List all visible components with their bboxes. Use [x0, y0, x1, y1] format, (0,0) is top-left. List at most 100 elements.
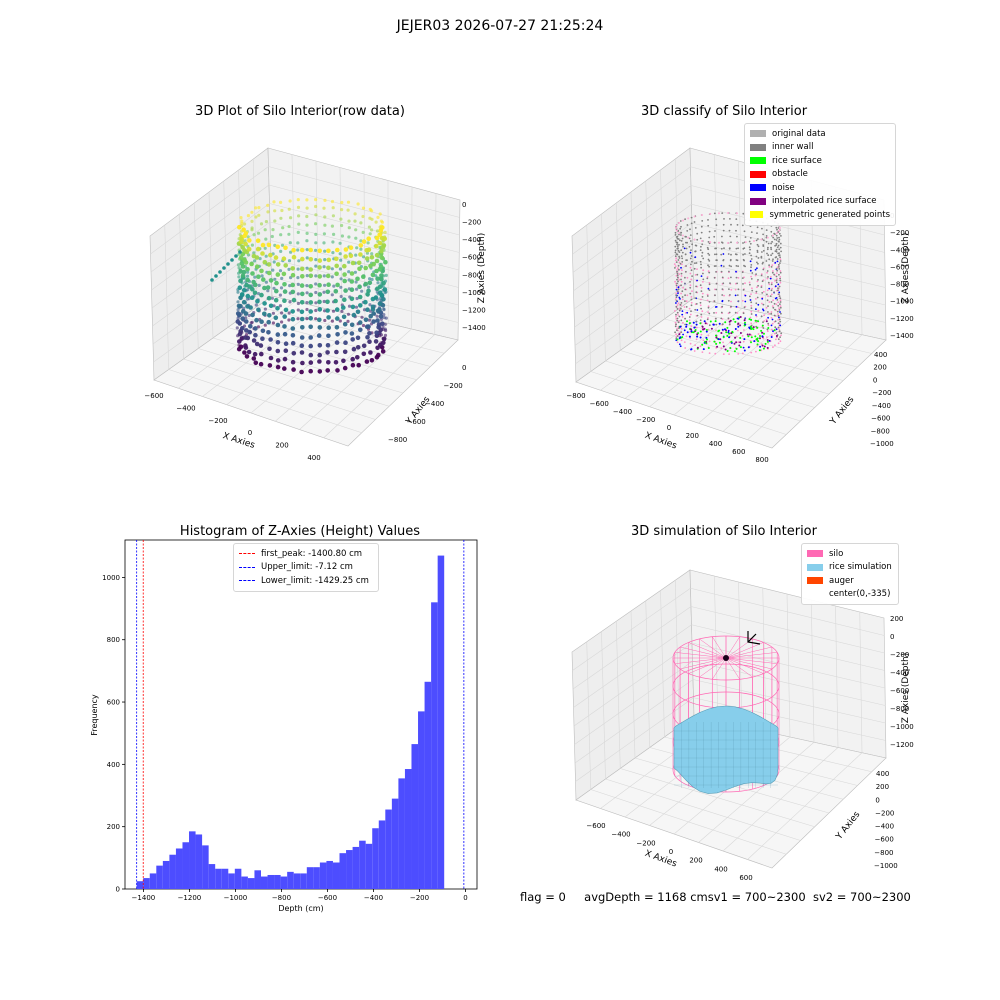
scatter-point	[266, 242, 272, 248]
scatter-point	[767, 276, 769, 278]
gridline	[645, 180, 651, 330]
scatter-point	[721, 241, 723, 244]
z-tick: −200	[890, 651, 909, 659]
scatter-point	[334, 307, 340, 312]
scatter-point	[252, 251, 256, 255]
histogram-bar	[398, 778, 405, 889]
scatter-point	[375, 314, 379, 318]
scatter-point	[706, 246, 709, 249]
scatter-point	[720, 311, 723, 314]
scatter-point	[260, 336, 265, 342]
scatter-point	[262, 301, 267, 306]
x-tick-label: −1400	[132, 894, 156, 902]
scatter-point	[695, 285, 697, 288]
scatter-point	[241, 227, 246, 232]
scatter-point	[677, 321, 680, 324]
scatter-point	[361, 239, 367, 244]
scatter-point	[267, 363, 273, 368]
scatter-point	[255, 246, 261, 252]
scatter-point	[358, 252, 363, 257]
scatter-point	[346, 312, 351, 316]
scatter-point	[689, 292, 692, 295]
panel4-zlabel: Z Axies (Depth)	[901, 653, 911, 724]
scatter-point	[762, 233, 764, 236]
scatter-point	[699, 304, 702, 307]
scatter-point	[700, 307, 702, 310]
scatter-point	[340, 309, 344, 313]
gridline	[698, 324, 815, 424]
scatter-point	[776, 260, 779, 263]
scatter-point	[681, 261, 684, 263]
scatter-point	[379, 248, 384, 254]
gridline	[674, 580, 680, 727]
scatter-point	[266, 330, 271, 335]
x-tick: 0	[669, 848, 673, 856]
scatter-point	[715, 311, 718, 314]
panel2-xlabel: X Axies	[643, 431, 678, 452]
scatter-point	[241, 299, 247, 305]
x-tick: 600	[732, 448, 745, 456]
scatter-point	[734, 328, 737, 330]
histogram-bar	[143, 878, 150, 889]
scatter-point	[741, 224, 744, 227]
scatter-point	[325, 308, 330, 313]
scatter-point	[756, 251, 759, 254]
scatter-point	[693, 350, 696, 352]
scatter-point	[715, 334, 717, 337]
scatter-point	[696, 232, 699, 235]
scatter-point	[262, 259, 268, 265]
scatter-point	[733, 342, 736, 345]
scatter-point	[735, 229, 737, 232]
scatter-point	[696, 238, 699, 241]
scatter-point	[694, 308, 697, 311]
scatter-point	[775, 328, 778, 331]
scatter-point	[287, 232, 291, 236]
scatter-point	[706, 318, 709, 321]
x-tick: −600	[586, 822, 605, 830]
y-tick: −1000	[874, 862, 898, 870]
scatter-point	[732, 318, 735, 321]
scatter-point	[296, 205, 301, 209]
scatter-point	[681, 290, 684, 293]
scatter-point	[778, 309, 781, 311]
scatter-point	[737, 300, 740, 302]
scatter-point	[714, 294, 716, 297]
scatter-point	[722, 265, 725, 268]
scatter-point	[779, 277, 781, 280]
y-tick: −400	[425, 400, 444, 408]
scatter-point	[264, 280, 268, 284]
scatter-point	[342, 349, 348, 355]
scatter-point	[256, 274, 261, 280]
scatter-point	[727, 329, 730, 332]
scatter-point	[777, 301, 780, 304]
scatter-point	[707, 252, 710, 255]
histogram-bar	[280, 876, 288, 889]
scatter-point	[708, 289, 711, 291]
scatter-point	[322, 290, 326, 294]
scatter-point	[707, 264, 709, 267]
scatter-point	[331, 214, 335, 218]
scatter-point	[771, 260, 774, 262]
scatter-point	[314, 258, 318, 262]
legend-swatch	[807, 550, 823, 558]
histogram-bar	[431, 602, 438, 889]
scatter-point	[355, 345, 361, 350]
scatter-point	[271, 268, 275, 272]
scatter-point	[242, 257, 247, 263]
scatter-point	[743, 324, 746, 327]
scatter-point	[681, 313, 684, 316]
histogram-bar	[267, 874, 275, 889]
scatter-point	[689, 342, 692, 345]
scatter-point	[691, 275, 693, 277]
x-tick: −400	[176, 404, 195, 412]
scatter-point	[237, 224, 242, 230]
scatter-point	[688, 319, 691, 322]
scatter-point	[778, 291, 781, 294]
scatter-point	[243, 222, 247, 226]
scatter-point	[694, 274, 697, 276]
legend-swatch	[750, 184, 766, 192]
scatter-point	[720, 253, 723, 256]
scatter-point	[214, 274, 218, 278]
scatter-point	[750, 328, 753, 330]
scatter-point	[678, 243, 680, 246]
